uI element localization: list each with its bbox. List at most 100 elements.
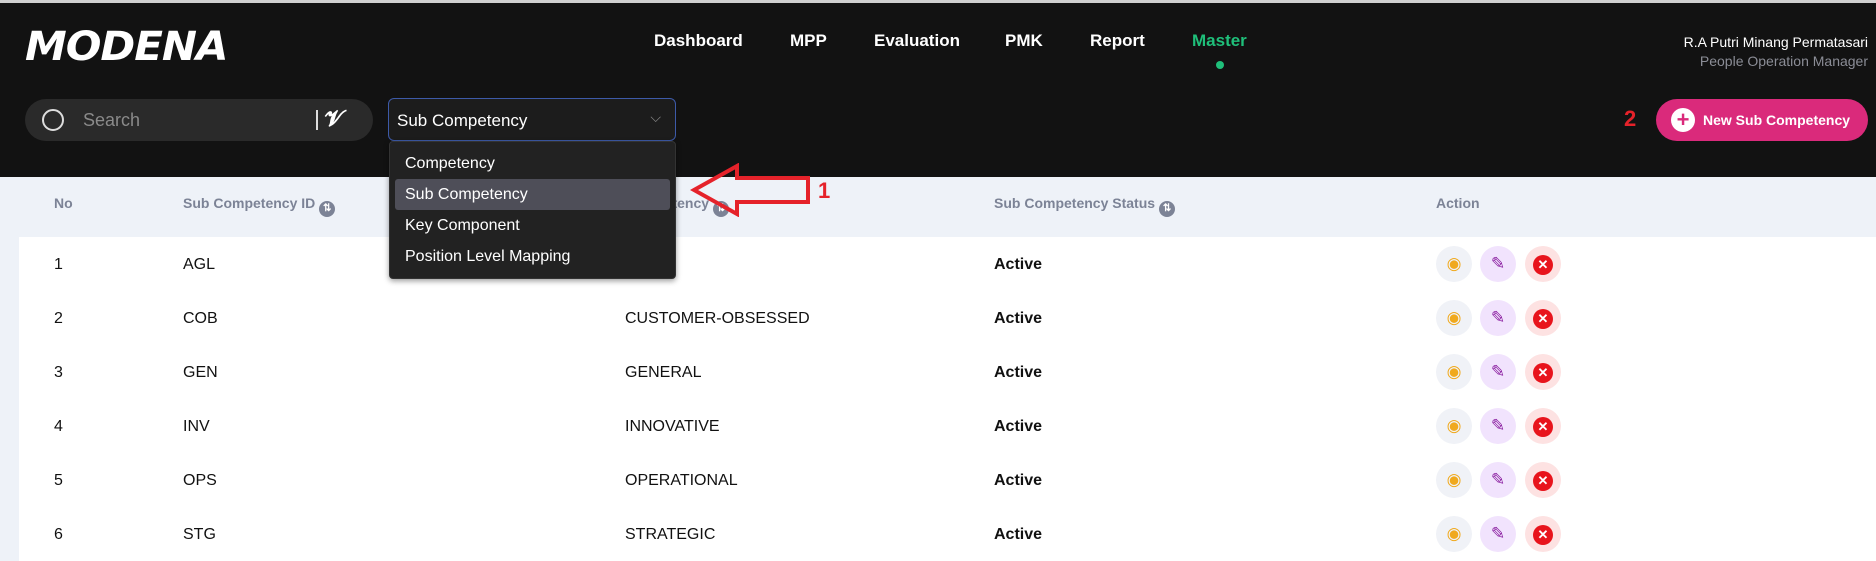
- select-value: Sub Competency: [397, 111, 528, 130]
- cell-id: COB: [183, 310, 218, 327]
- cell-competency: GENERAL: [625, 364, 702, 381]
- header-status[interactable]: Sub Competency Status ⇅: [994, 195, 1176, 217]
- header-status-label: Sub Competency Status: [994, 195, 1156, 211]
- user-name[interactable]: R.A Putri Minang Permatasari: [1683, 34, 1868, 50]
- edit-button[interactable]: ✎: [1480, 408, 1516, 444]
- cell-competency: CUSTOMER-OBSESSED: [625, 310, 810, 327]
- edit-icon: ✎: [1490, 470, 1506, 489]
- close-icon: ✕: [1533, 362, 1553, 383]
- view-button[interactable]: ◉: [1436, 300, 1472, 336]
- option-sub-competency[interactable]: Sub Competency: [395, 179, 670, 210]
- table-row: 4 INV INNOVATIVE Active ◉ ✎ ✕: [19, 399, 1876, 453]
- nav-mpp[interactable]: MPP: [790, 31, 827, 50]
- eye-icon: ◉: [1446, 308, 1462, 327]
- user-role: People Operation Manager: [1699, 53, 1868, 69]
- plus-icon: +: [1671, 108, 1695, 132]
- search-bar: 𝓥: [25, 99, 373, 141]
- view-button[interactable]: ◉: [1436, 462, 1472, 498]
- view-button[interactable]: ◉: [1436, 516, 1472, 552]
- option-position-level-mapping[interactable]: Position Level Mapping: [405, 248, 571, 265]
- view-button[interactable]: ◉: [1436, 246, 1472, 282]
- edit-icon: ✎: [1490, 416, 1506, 435]
- close-icon: ✕: [1533, 470, 1553, 491]
- delete-button[interactable]: ✕: [1525, 462, 1561, 498]
- header-action: Action: [1436, 195, 1480, 211]
- view-button[interactable]: ◉: [1436, 354, 1472, 390]
- cell-no: 4: [54, 418, 63, 435]
- cell-no: 1: [54, 256, 63, 273]
- close-icon: ✕: [1533, 254, 1553, 275]
- edit-icon: ✎: [1490, 254, 1506, 273]
- edit-button[interactable]: ✎: [1480, 246, 1516, 282]
- delete-button[interactable]: ✕: [1525, 300, 1561, 336]
- cell-no: 2: [54, 310, 63, 327]
- delete-button[interactable]: ✕: [1525, 408, 1561, 444]
- eye-icon: ◉: [1446, 254, 1462, 273]
- sort-icon[interactable]: ⇅: [1159, 201, 1176, 217]
- cell-id: AGL: [183, 256, 216, 273]
- header-id[interactable]: Sub Competency ID ⇅: [183, 195, 336, 217]
- cell-id: INV: [183, 418, 210, 435]
- edit-button[interactable]: ✎: [1480, 354, 1516, 390]
- annotation-arrow-icon: [690, 163, 810, 217]
- chevron-down-icon: ⌵: [650, 109, 661, 125]
- nav-evaluation[interactable]: Evaluation: [874, 31, 960, 50]
- edit-button[interactable]: ✎: [1480, 516, 1516, 552]
- annotation-label-1: 1: [818, 178, 831, 203]
- delete-button[interactable]: ✕: [1525, 246, 1561, 282]
- cell-status: Active: [994, 364, 1043, 381]
- new-sub-competency-button[interactable]: + New Sub Competency: [1656, 99, 1868, 141]
- active-nav-indicator: [1216, 61, 1224, 69]
- table-body: 1 AGL Active ◉ ✎ ✕ 2 COB CUSTOMER-OBSESS…: [19, 237, 1876, 561]
- delete-button[interactable]: ✕: [1525, 354, 1561, 390]
- edit-icon: ✎: [1490, 524, 1506, 543]
- cell-status: Active: [994, 472, 1043, 489]
- cell-status: Active: [994, 310, 1043, 327]
- eye-icon: ◉: [1446, 416, 1462, 435]
- cell-competency: INNOVATIVE: [625, 418, 720, 435]
- modena-logo[interactable]: MODENA: [25, 24, 228, 70]
- nav-report[interactable]: Report: [1090, 31, 1145, 50]
- option-key-component[interactable]: Key Component: [405, 217, 520, 234]
- master-type-select[interactable]: Sub Competency ⌵: [388, 98, 676, 141]
- annotation-label-2: 2: [1624, 106, 1637, 131]
- nav-pmk[interactable]: PMK: [1005, 31, 1043, 50]
- nav-master[interactable]: Master: [1192, 31, 1247, 50]
- table-row: 2 COB CUSTOMER-OBSESSED Active ◉ ✎ ✕: [19, 291, 1876, 345]
- edit-button[interactable]: ✎: [1480, 462, 1516, 498]
- option-competency[interactable]: Competency: [405, 155, 495, 172]
- header-no: No: [54, 195, 73, 211]
- cell-no: 6: [54, 526, 63, 543]
- cell-status: Active: [994, 526, 1043, 543]
- cell-id: OPS: [183, 472, 217, 489]
- cell-status: Active: [994, 256, 1043, 273]
- sort-icon[interactable]: ⇅: [319, 201, 336, 217]
- search-input[interactable]: [83, 107, 323, 133]
- cell-status: Active: [994, 418, 1043, 435]
- cell-id: STG: [183, 526, 216, 543]
- edit-icon: ✎: [1490, 362, 1506, 381]
- cell-id: GEN: [183, 364, 218, 381]
- close-icon: ✕: [1533, 524, 1553, 545]
- edit-icon: ✎: [1490, 308, 1506, 327]
- top-header: [0, 3, 1876, 177]
- view-button[interactable]: ◉: [1436, 408, 1472, 444]
- edit-button[interactable]: ✎: [1480, 300, 1516, 336]
- divider: [316, 110, 318, 130]
- top-border: [0, 0, 1876, 3]
- delete-button[interactable]: ✕: [1525, 516, 1561, 552]
- eye-icon: ◉: [1446, 524, 1462, 543]
- new-button-label: New Sub Competency: [1703, 112, 1851, 128]
- close-icon: ✕: [1533, 308, 1553, 329]
- cell-competency: STRATEGIC: [625, 526, 716, 543]
- cell-no: 5: [54, 472, 63, 489]
- eye-icon: ◉: [1446, 470, 1462, 489]
- header-id-label: Sub Competency ID: [183, 195, 316, 211]
- cell-no: 3: [54, 364, 63, 381]
- nav-dashboard[interactable]: Dashboard: [654, 31, 743, 50]
- filter-icon[interactable]: 𝓥: [325, 106, 344, 131]
- cell-competency: OPERATIONAL: [625, 472, 738, 489]
- table-row: 3 GEN GENERAL Active ◉ ✎ ✕: [19, 345, 1876, 399]
- eye-icon: ◉: [1446, 362, 1462, 381]
- search-icon: [42, 109, 64, 131]
